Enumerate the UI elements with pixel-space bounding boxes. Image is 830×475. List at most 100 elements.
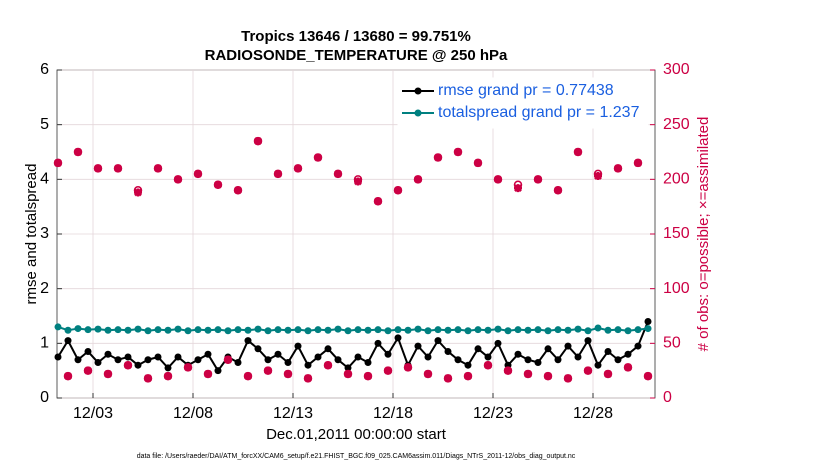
legend-label: totalspread grand pr = 1.237	[438, 104, 640, 121]
y2-tick-label: 100	[663, 280, 690, 297]
obs-assimilated	[504, 366, 512, 375]
obs-assimilated	[104, 369, 112, 378]
x-tick-label: 12/13	[273, 405, 313, 422]
obs-assimilated	[234, 186, 242, 195]
point	[134, 361, 142, 369]
obs-assimilated	[424, 369, 432, 378]
point	[524, 356, 532, 364]
point	[414, 325, 422, 333]
point	[324, 326, 332, 334]
point	[514, 350, 522, 358]
obs-assimilated	[544, 372, 552, 381]
point	[604, 326, 612, 334]
point	[564, 342, 572, 350]
point	[204, 350, 212, 358]
point	[294, 326, 302, 334]
legend-label: rmse grand pr = 0.77438	[438, 82, 614, 99]
point	[384, 327, 392, 335]
point	[164, 326, 172, 334]
point	[634, 342, 642, 350]
y-tick-label: 6	[40, 61, 49, 78]
point	[104, 350, 112, 358]
obs-assimilated	[624, 363, 632, 372]
point	[94, 325, 102, 333]
point	[324, 345, 332, 353]
obs-assimilated	[244, 372, 252, 381]
point	[354, 353, 362, 361]
point	[154, 353, 162, 361]
obs-assimilated	[264, 366, 272, 375]
point	[294, 342, 302, 350]
x-tick-label: 12/18	[373, 405, 413, 422]
point	[384, 350, 392, 358]
y2-tick-label: 200	[663, 171, 690, 188]
point	[474, 326, 482, 334]
point	[284, 326, 292, 334]
point	[394, 326, 402, 334]
obs-assimilated	[364, 372, 372, 381]
obs-assimilated	[484, 361, 492, 370]
obs-assimilated	[414, 175, 422, 184]
legend-box	[397, 77, 649, 129]
obs-assimilated	[194, 169, 202, 178]
point	[454, 326, 462, 334]
y2-tick-label: 250	[663, 116, 690, 133]
obs-assimilated	[84, 366, 92, 375]
obs-assimilated	[174, 175, 182, 184]
point	[374, 326, 382, 334]
point	[224, 327, 232, 335]
point	[84, 348, 92, 356]
point	[254, 345, 262, 353]
point	[234, 358, 242, 366]
obs-assimilated	[254, 137, 262, 146]
point	[144, 327, 152, 335]
point	[634, 326, 642, 334]
point	[554, 356, 562, 364]
obs-assimilated	[614, 164, 622, 173]
y-tick-label: 3	[40, 225, 49, 242]
point	[524, 326, 532, 334]
point	[444, 326, 452, 334]
x-axis-label: Dec.01,2011 00:00:00 start	[266, 426, 447, 443]
point	[264, 356, 272, 364]
obs-assimilated	[124, 361, 132, 370]
point	[74, 356, 82, 364]
obs-assimilated	[144, 374, 152, 383]
obs-assimilated	[54, 158, 62, 167]
y2-tick-label: 300	[663, 61, 690, 78]
chart-title: Tropics 13646 / 13680 = 99.751%	[241, 28, 471, 45]
obs-assimilated	[474, 158, 482, 167]
point	[334, 356, 342, 364]
obs-assimilated	[584, 366, 592, 375]
point	[274, 326, 282, 334]
obs-assimilated	[434, 153, 442, 162]
obs-assimilated	[74, 148, 82, 156]
point	[464, 327, 472, 335]
point	[64, 337, 72, 345]
point	[404, 326, 412, 334]
point	[164, 364, 172, 372]
point	[174, 325, 182, 333]
point	[64, 326, 72, 334]
obs-assimilated	[454, 148, 462, 156]
obs-assimilated	[314, 153, 322, 162]
obs-assimilated	[294, 164, 302, 173]
point	[54, 323, 62, 331]
point	[304, 327, 312, 335]
obs-assimilated	[604, 369, 612, 378]
point	[614, 356, 622, 364]
y-tick-label: 4	[40, 171, 49, 188]
point	[464, 361, 472, 369]
obs-assimilated	[164, 372, 172, 381]
point	[144, 356, 152, 364]
point	[94, 358, 102, 366]
obs-assimilated	[224, 355, 232, 364]
point	[354, 326, 362, 334]
point	[334, 325, 342, 333]
point	[574, 325, 582, 333]
point	[494, 325, 502, 333]
point	[374, 339, 382, 347]
y-axis-label: rmse and totalspread	[23, 164, 40, 305]
point	[494, 339, 502, 347]
